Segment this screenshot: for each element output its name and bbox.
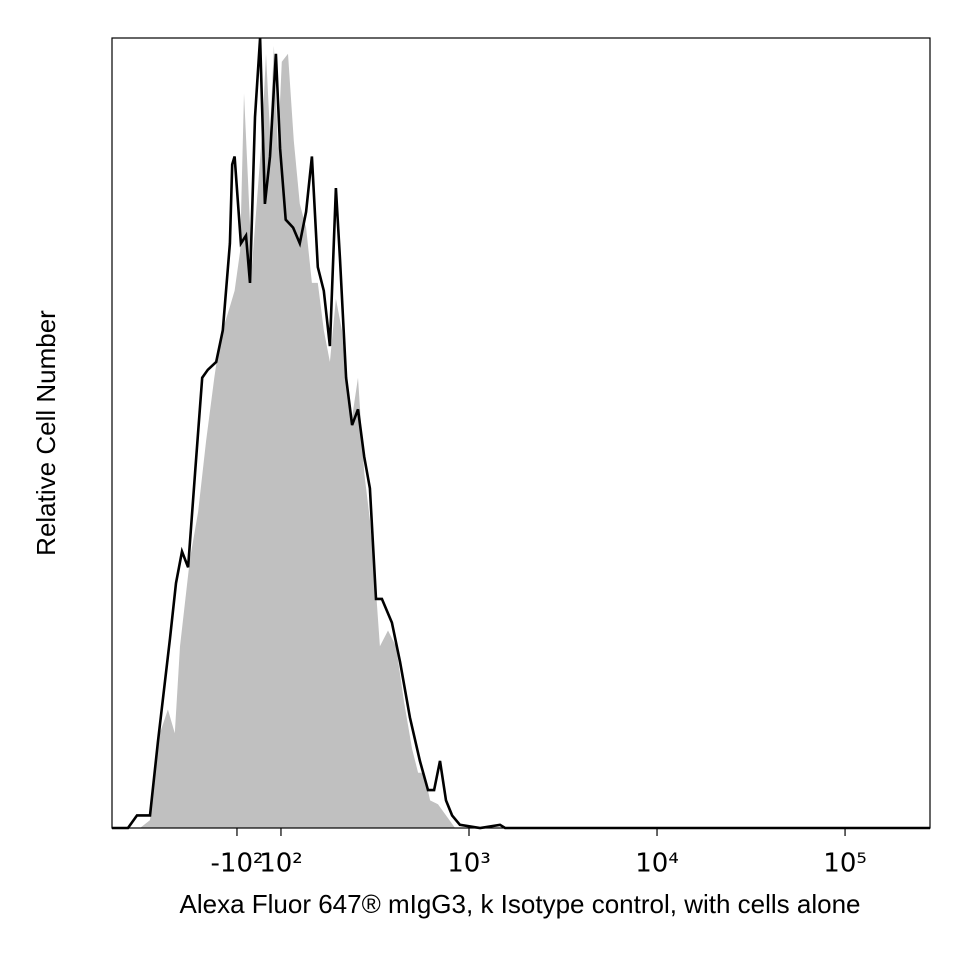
- plot-frame: [111, 37, 931, 829]
- x-tick-label: 10³: [447, 849, 491, 879]
- histogram-area: [112, 45, 930, 828]
- x-tick-label: -10²: [211, 849, 264, 879]
- plot-area: [112, 37, 930, 830]
- x-tick-label: 10⁵: [823, 849, 867, 879]
- x-tick-label: 10⁴: [635, 849, 679, 879]
- x-tick-label: 10²: [259, 849, 303, 879]
- y-axis-label: Relative Cell Number: [31, 310, 61, 556]
- histogram-line: [112, 37, 930, 830]
- x-axis-label: Alexa Fluor 647® mIgG3, k Isotype contro…: [179, 889, 860, 919]
